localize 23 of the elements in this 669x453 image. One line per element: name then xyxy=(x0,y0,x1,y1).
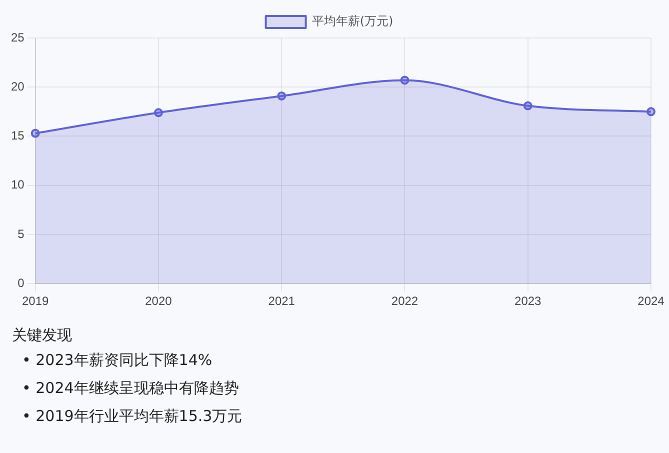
text: 关键发现 xyxy=(12,326,73,345)
x-tick-label: 2023 xyxy=(514,294,542,308)
y-tick-label: 20 xyxy=(10,79,25,94)
y-tick-label: 5 xyxy=(18,226,25,241)
x-tick-label: 2021 xyxy=(268,294,296,308)
y-tick-label: 10 xyxy=(10,178,25,192)
point xyxy=(154,108,163,118)
point xyxy=(523,101,532,110)
point xyxy=(646,107,656,116)
y-tick-label: 0 xyxy=(18,276,25,290)
y-tick-label: 25 xyxy=(10,30,25,44)
point xyxy=(277,91,286,100)
text: • 2024年继续呈现稳中有降趋势 xyxy=(22,379,240,398)
text: • 2019年行业平均年薪15.3万元 xyxy=(22,407,244,426)
text: • 2023年薪资同比下降14% xyxy=(22,351,214,370)
x-tick-label: 2022 xyxy=(391,294,418,308)
x-tick-label: 2020 xyxy=(145,294,172,308)
x-tick-label: 2024 xyxy=(638,294,665,308)
point xyxy=(400,76,410,85)
y-tick-label: 15 xyxy=(10,128,25,143)
point xyxy=(30,128,40,138)
x-tick-label: 2019 xyxy=(22,294,50,308)
legend-label: 平均年薪(万元) xyxy=(312,14,394,28)
